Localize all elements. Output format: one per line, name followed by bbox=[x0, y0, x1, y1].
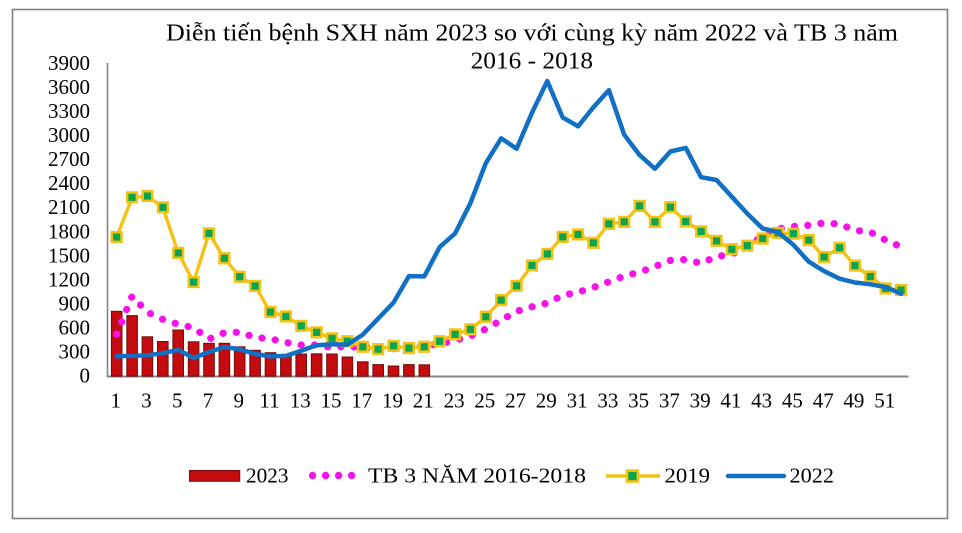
svg-text:1: 1 bbox=[110, 389, 121, 413]
svg-text:33: 33 bbox=[597, 389, 618, 413]
svg-text:2019: 2019 bbox=[665, 464, 711, 488]
svg-text:27: 27 bbox=[505, 389, 526, 413]
svg-text:25: 25 bbox=[474, 389, 495, 413]
svg-text:1500: 1500 bbox=[48, 243, 90, 267]
svg-text:2022: 2022 bbox=[790, 464, 835, 488]
svg-text:23: 23 bbox=[444, 389, 465, 413]
svg-text:31: 31 bbox=[567, 389, 588, 413]
svg-text:37: 37 bbox=[659, 389, 680, 413]
svg-text:2700: 2700 bbox=[48, 147, 90, 171]
svg-text:TB 3 NĂM 2016-2018: TB 3 NĂM 2016-2018 bbox=[368, 464, 586, 488]
svg-text:2023: 2023 bbox=[246, 464, 289, 488]
svg-text:300: 300 bbox=[59, 340, 91, 364]
svg-text:11: 11 bbox=[259, 389, 279, 413]
svg-text:3900: 3900 bbox=[48, 51, 90, 75]
svg-text:2400: 2400 bbox=[48, 171, 90, 195]
svg-text:17: 17 bbox=[351, 389, 372, 413]
svg-text:49: 49 bbox=[843, 389, 864, 413]
svg-text:2016 - 2018: 2016 - 2018 bbox=[471, 48, 594, 75]
svg-text:35: 35 bbox=[628, 389, 649, 413]
svg-text:3000: 3000 bbox=[48, 123, 90, 147]
svg-text:Diễn tiến bệnh SXH năm 2023 so: Diễn tiến bệnh SXH năm 2023 so với cùng … bbox=[166, 19, 898, 46]
svg-text:19: 19 bbox=[382, 389, 403, 413]
svg-text:43: 43 bbox=[751, 389, 772, 413]
svg-text:0: 0 bbox=[80, 364, 91, 388]
svg-text:51: 51 bbox=[874, 389, 895, 413]
svg-text:45: 45 bbox=[782, 389, 803, 413]
svg-text:21: 21 bbox=[413, 389, 434, 413]
svg-text:5: 5 bbox=[172, 389, 183, 413]
svg-text:3300: 3300 bbox=[48, 99, 90, 123]
svg-text:29: 29 bbox=[536, 389, 557, 413]
svg-text:900: 900 bbox=[59, 291, 91, 315]
svg-text:41: 41 bbox=[720, 389, 741, 413]
svg-text:600: 600 bbox=[59, 315, 91, 339]
svg-text:3600: 3600 bbox=[48, 75, 90, 99]
svg-text:1800: 1800 bbox=[48, 219, 90, 243]
svg-text:7: 7 bbox=[203, 389, 214, 413]
svg-text:9: 9 bbox=[233, 389, 244, 413]
svg-text:2100: 2100 bbox=[48, 195, 90, 219]
svg-text:1200: 1200 bbox=[48, 267, 90, 291]
svg-text:39: 39 bbox=[690, 389, 711, 413]
svg-text:3: 3 bbox=[141, 389, 152, 413]
svg-text:13: 13 bbox=[290, 389, 311, 413]
svg-text:47: 47 bbox=[813, 389, 834, 413]
svg-text:15: 15 bbox=[321, 389, 342, 413]
